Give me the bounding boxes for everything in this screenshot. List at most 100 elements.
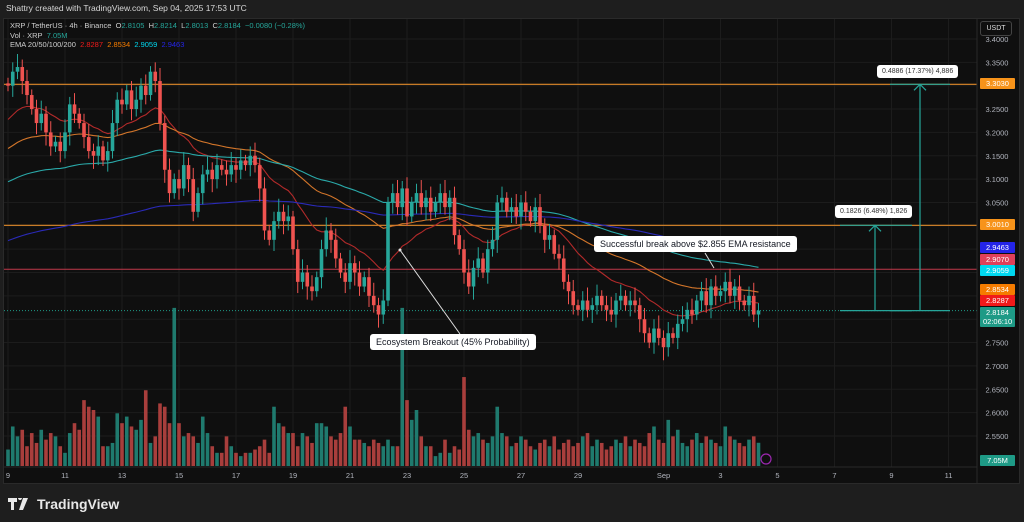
volume-bar [533, 449, 538, 466]
candle-body [756, 310, 761, 315]
candle-body [709, 286, 713, 306]
volume-bar [732, 439, 737, 466]
volume-bar [96, 416, 101, 466]
volume-bar [376, 442, 381, 466]
volume-bar [291, 433, 295, 466]
candle-body [490, 239, 495, 250]
tradingview-logo[interactable]: TradingView [8, 496, 119, 512]
time-tick: Sep [657, 471, 670, 480]
candle-body [25, 81, 29, 96]
candle-body [6, 83, 10, 86]
volume-bar [504, 436, 509, 466]
volume-bar [362, 442, 367, 466]
candle-body [723, 281, 728, 292]
volume-bar [82, 400, 86, 466]
volume-bar [48, 433, 53, 466]
time-tick: 21 [346, 471, 354, 480]
candle-body [538, 207, 542, 226]
volume-bar [381, 446, 386, 466]
time-tick: 19 [289, 471, 297, 480]
candle-body [604, 305, 609, 310]
volume-bar [471, 436, 476, 466]
volume-bar [329, 436, 333, 466]
candle-body [295, 249, 300, 282]
candle-body [433, 202, 438, 212]
volume-bar [281, 426, 286, 466]
logo-text: TradingView [37, 496, 120, 512]
symbol-name[interactable]: XRP / TetherUS · 4h · Binance [10, 21, 112, 30]
candle-body [557, 253, 561, 259]
candle-body [196, 193, 200, 212]
volume-bar [124, 416, 129, 466]
currency-button[interactable]: USDT [980, 21, 1012, 36]
candle-body [685, 309, 690, 320]
candle-body [205, 169, 210, 175]
volume-bar [58, 446, 63, 466]
ema-label[interactable]: EMA 20/50/100/200 [10, 40, 76, 49]
close-value: 2.8184 [217, 21, 241, 30]
candle-body [395, 193, 400, 208]
volume-label[interactable]: Vol · XRP [10, 30, 43, 40]
volume-value: 7.05M [46, 30, 68, 40]
candle-body [210, 169, 215, 180]
candle-body [96, 146, 101, 156]
candle-body [661, 337, 666, 348]
volume-bar [438, 452, 443, 466]
measurement-label-short[interactable]: 0.1826 (6.48%) 1,826 [835, 205, 913, 218]
volume-bar [428, 446, 433, 466]
volume-bar [120, 423, 124, 466]
volume-bar [447, 452, 452, 466]
candle-body [29, 95, 34, 110]
volume-bar [656, 439, 661, 466]
candle-body [329, 230, 333, 240]
candle-body [656, 328, 661, 338]
volume-bar [200, 416, 205, 466]
volume-bar [29, 433, 34, 466]
time-tick: 23 [403, 471, 411, 480]
candle-body [53, 141, 58, 147]
volume-bar [680, 442, 685, 466]
close-label: C [212, 21, 218, 30]
volume-bar [53, 436, 58, 466]
candle-body [272, 221, 276, 240]
candle-body [751, 295, 756, 315]
open-label: O [115, 21, 122, 30]
candle-body [300, 272, 305, 282]
candle-body [642, 319, 647, 334]
volume-bar [728, 436, 732, 466]
volume-bar [86, 406, 91, 466]
candle-body [48, 132, 53, 147]
ema-break-note[interactable]: Successful break above $2.855 EMA resist… [594, 236, 797, 252]
candle-body [571, 291, 576, 306]
candle-body [742, 300, 747, 306]
candle-body [452, 197, 457, 236]
tradingview-logo-icon [8, 498, 28, 510]
price-label-value: 3.3030 [986, 79, 1009, 89]
candle-body [462, 249, 466, 273]
volume-bar [238, 456, 243, 466]
volume-bar [618, 442, 623, 466]
candle-body [585, 300, 590, 310]
price-tick: 3.1000 [986, 175, 1009, 184]
candle-body [34, 109, 39, 124]
candle-body [238, 160, 243, 170]
volume-bar [561, 442, 566, 466]
price-label-3.3030: 3.3030 [980, 78, 1015, 90]
candle-body [148, 71, 153, 96]
volume-bar [623, 436, 628, 466]
high-label: H [148, 21, 155, 30]
volume-bar [514, 442, 519, 466]
candle-body [314, 277, 319, 292]
measurement-label-long[interactable]: 0.4886 (17.37%) 4,886 [877, 65, 959, 78]
volume-bar [519, 436, 523, 466]
candle-body [637, 305, 642, 320]
candle-body [476, 258, 481, 268]
volume-bar [314, 423, 319, 466]
volume-bar [723, 426, 728, 466]
volume-bar [371, 439, 376, 466]
candle-body [248, 155, 253, 166]
candle-body [628, 300, 633, 306]
volume-bar [718, 446, 723, 466]
candle-body [158, 81, 162, 124]
ecosystem-breakout-note[interactable]: Ecosystem Breakout (45% Probability) [370, 334, 536, 350]
